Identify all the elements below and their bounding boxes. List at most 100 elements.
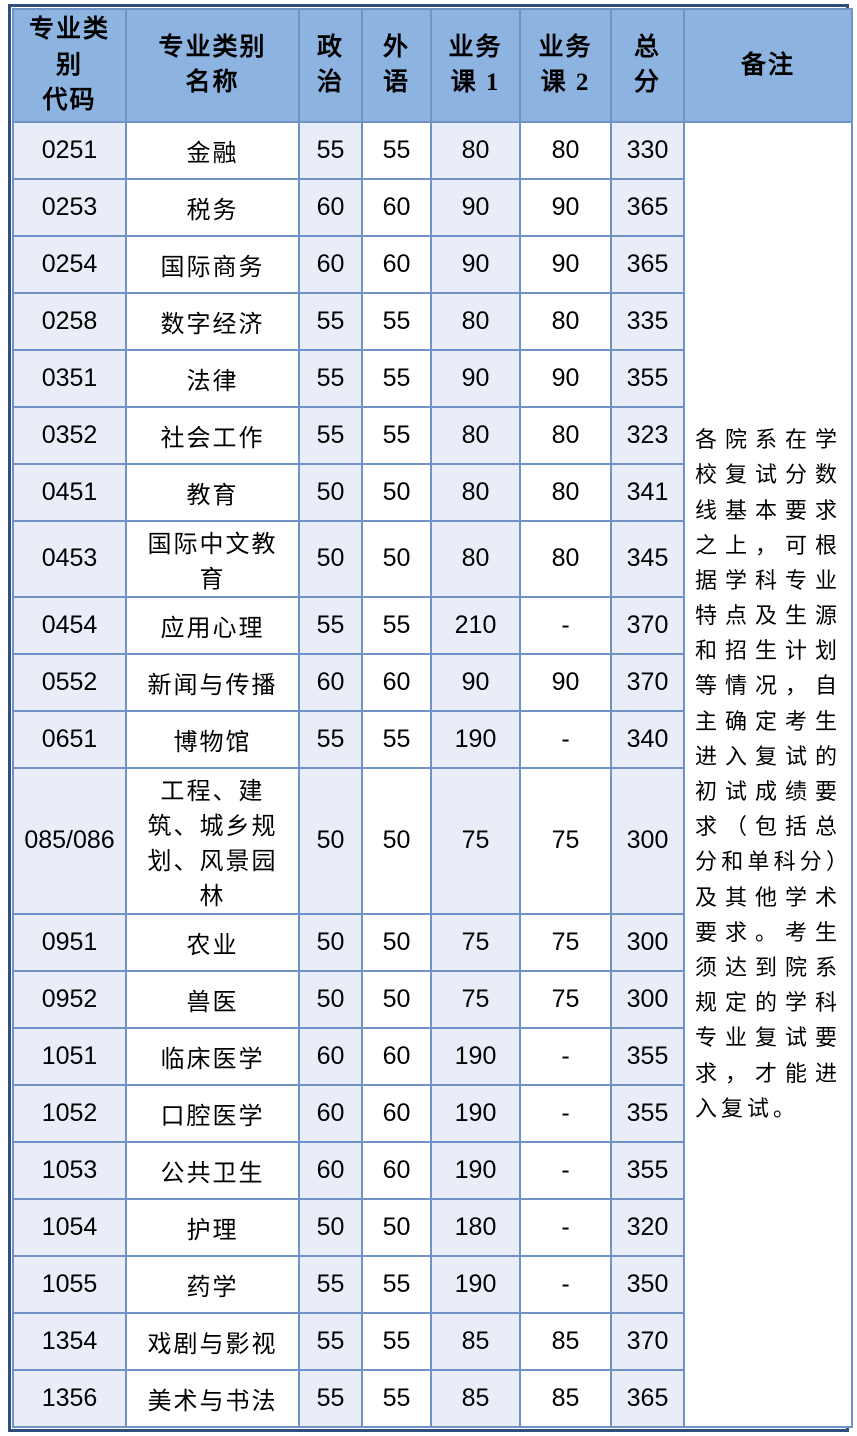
politics-score-cell: 60 [298, 652, 363, 712]
business-course-1-score-cell: 80 [430, 462, 521, 522]
category-name-cell: 农业 [125, 912, 300, 972]
category-code-cell: 0454 [12, 595, 127, 655]
business-course-1-score-cell: 190 [430, 1140, 521, 1200]
foreign-language-score-cell: 60 [361, 1083, 432, 1143]
category-code-cell: 0453 [12, 519, 127, 598]
politics-score-cell: 55 [298, 1254, 363, 1314]
business-course-2-score-cell: - [519, 1083, 612, 1143]
category-name-cell: 应用心理 [125, 595, 300, 655]
category-code-cell: 0258 [12, 291, 127, 351]
business-course-2-score-cell: 90 [519, 652, 612, 712]
foreign-language-score-cell: 55 [361, 1254, 432, 1314]
total-score-cell: 300 [610, 766, 685, 915]
foreign-language-score-cell: 60 [361, 177, 432, 237]
foreign-language-score-cell: 60 [361, 652, 432, 712]
politics-score-cell: 60 [298, 1140, 363, 1200]
category-name-cell: 税务 [125, 177, 300, 237]
category-name-cell: 金融 [125, 120, 300, 180]
table-row: 1051 临床医学 60 60 190-355 [12, 1026, 852, 1086]
header-remarks: 备注 [683, 8, 853, 123]
foreign-language-score-cell: 55 [361, 348, 432, 408]
category-name-cell: 兽医 [125, 969, 300, 1029]
total-score-cell: 335 [610, 291, 685, 351]
politics-score-cell: 55 [298, 348, 363, 408]
politics-score-cell: 50 [298, 1197, 363, 1257]
politics-score-cell: 55 [298, 595, 363, 655]
business-course-1-score-cell: 90 [430, 234, 521, 294]
foreign-language-score-cell: 55 [361, 1311, 432, 1371]
politics-score-cell: 50 [298, 969, 363, 1029]
table-row: 0258 数字经济 55 55 80 80 335 [12, 291, 852, 351]
header-business-course-2: 业务 课 2 [519, 8, 612, 123]
admission-score-table: 专业类别 代码 专业类别 名称 政 治 外 语 业务 课 1 业务 课 2 总 … [12, 8, 853, 1428]
business-course-2-score-cell: 90 [519, 177, 612, 237]
category-name-cell: 国际商务 [125, 234, 300, 294]
category-code-cell: 1053 [12, 1140, 127, 1200]
category-code-cell: 0952 [12, 969, 127, 1029]
category-code-cell: 1354 [12, 1311, 127, 1371]
business-course-2-score-cell: - [519, 595, 612, 655]
table-row: 0552 新闻与传播 60 60 90 90 370 [12, 652, 852, 712]
politics-score-cell: 55 [298, 405, 363, 465]
total-score-cell: 365 [610, 234, 685, 294]
category-code-cell: 0651 [12, 709, 127, 769]
category-code-cell: 1356 [12, 1368, 127, 1428]
category-name-cell: 工程、建筑、城乡规划、风景园林 [125, 766, 300, 915]
table-row: 085/086 工程、建筑、城乡规划、风景园林 50 50 75 75 300 [12, 766, 852, 915]
total-score-cell: 345 [610, 519, 685, 598]
foreign-language-score-cell: 55 [361, 709, 432, 769]
business-course-2-score-cell: - [519, 709, 612, 769]
table-header: 专业类别 代码 专业类别 名称 政 治 外 语 业务 课 1 业务 课 2 总 … [12, 8, 853, 123]
foreign-language-score-cell: 50 [361, 969, 432, 1029]
header-total-score: 总 分 [610, 8, 685, 123]
business-course-1-score-cell: 75 [430, 969, 521, 1029]
politics-score-cell: 50 [298, 519, 363, 598]
table-row: 0251 金融 55 55 80 80 330 各院系在学校复试分数线基本要求之上，可根据学科… [12, 120, 853, 1428]
table-row: 1053 公共卫生 60 60 190-355 [12, 1140, 852, 1200]
category-code-cell: 1055 [12, 1254, 127, 1314]
foreign-language-score-cell: 50 [361, 766, 432, 915]
foreign-language-score-cell: 50 [361, 1197, 432, 1257]
business-course-2-score-cell: 90 [519, 234, 612, 294]
category-name-cell: 护理 [125, 1197, 300, 1257]
table-row: 0253 税务 60 60 90 90 365 [12, 177, 852, 237]
business-course-2-score-cell: 75 [519, 912, 612, 972]
total-score-cell: 330 [610, 120, 685, 180]
total-score-cell: 370 [610, 1311, 685, 1371]
total-score-cell: 365 [610, 177, 685, 237]
business-course-1-score-cell: 190 [430, 1083, 521, 1143]
page: 专业类别 代码 专业类别 名称 政 治 外 语 业务 课 1 业务 课 2 总 … [4, 0, 853, 1436]
category-name-cell: 社会工作 [125, 405, 300, 465]
business-course-1-score-cell: 75 [430, 766, 521, 915]
table-row: 0454 应用心理 55 55 210-370 [12, 595, 852, 655]
foreign-language-score-cell: 60 [361, 234, 432, 294]
category-name-cell: 国际中文教育 [125, 519, 300, 598]
category-code-cell: 1054 [12, 1197, 127, 1257]
foreign-language-score-cell: 55 [361, 1368, 432, 1428]
politics-score-cell: 60 [298, 1026, 363, 1086]
table-row: 1052 口腔医学 60 60 190-355 [12, 1083, 852, 1143]
total-score-cell: 355 [610, 1140, 685, 1200]
foreign-language-score-cell: 55 [361, 291, 432, 351]
category-code-cell: 1051 [12, 1026, 127, 1086]
politics-score-cell: 55 [298, 1311, 363, 1371]
category-code-cell: 0251 [12, 120, 127, 180]
category-name-cell: 新闻与传播 [125, 652, 300, 712]
table-row: 0951 农业 50 50 75 75 300 [12, 912, 852, 972]
business-course-1-score-cell: 80 [430, 519, 521, 598]
category-name-cell: 药学 [125, 1254, 300, 1314]
category-code-cell: 0253 [12, 177, 127, 237]
business-course-2-score-cell: 80 [519, 120, 612, 180]
total-score-cell: 355 [610, 348, 685, 408]
total-score-cell: 300 [610, 912, 685, 972]
business-course-1-score-cell: 190 [430, 1254, 521, 1314]
category-code-cell: 0352 [12, 405, 127, 465]
politics-score-cell: 60 [298, 177, 363, 237]
category-code-cell: 0951 [12, 912, 127, 972]
total-score-cell: 365 [610, 1368, 685, 1428]
total-score-cell: 370 [610, 595, 685, 655]
business-course-1-score-cell: 85 [430, 1368, 521, 1428]
total-score-cell: 370 [610, 652, 685, 712]
business-course-2-score-cell: - [519, 1026, 612, 1086]
politics-score-cell: 50 [298, 766, 363, 915]
